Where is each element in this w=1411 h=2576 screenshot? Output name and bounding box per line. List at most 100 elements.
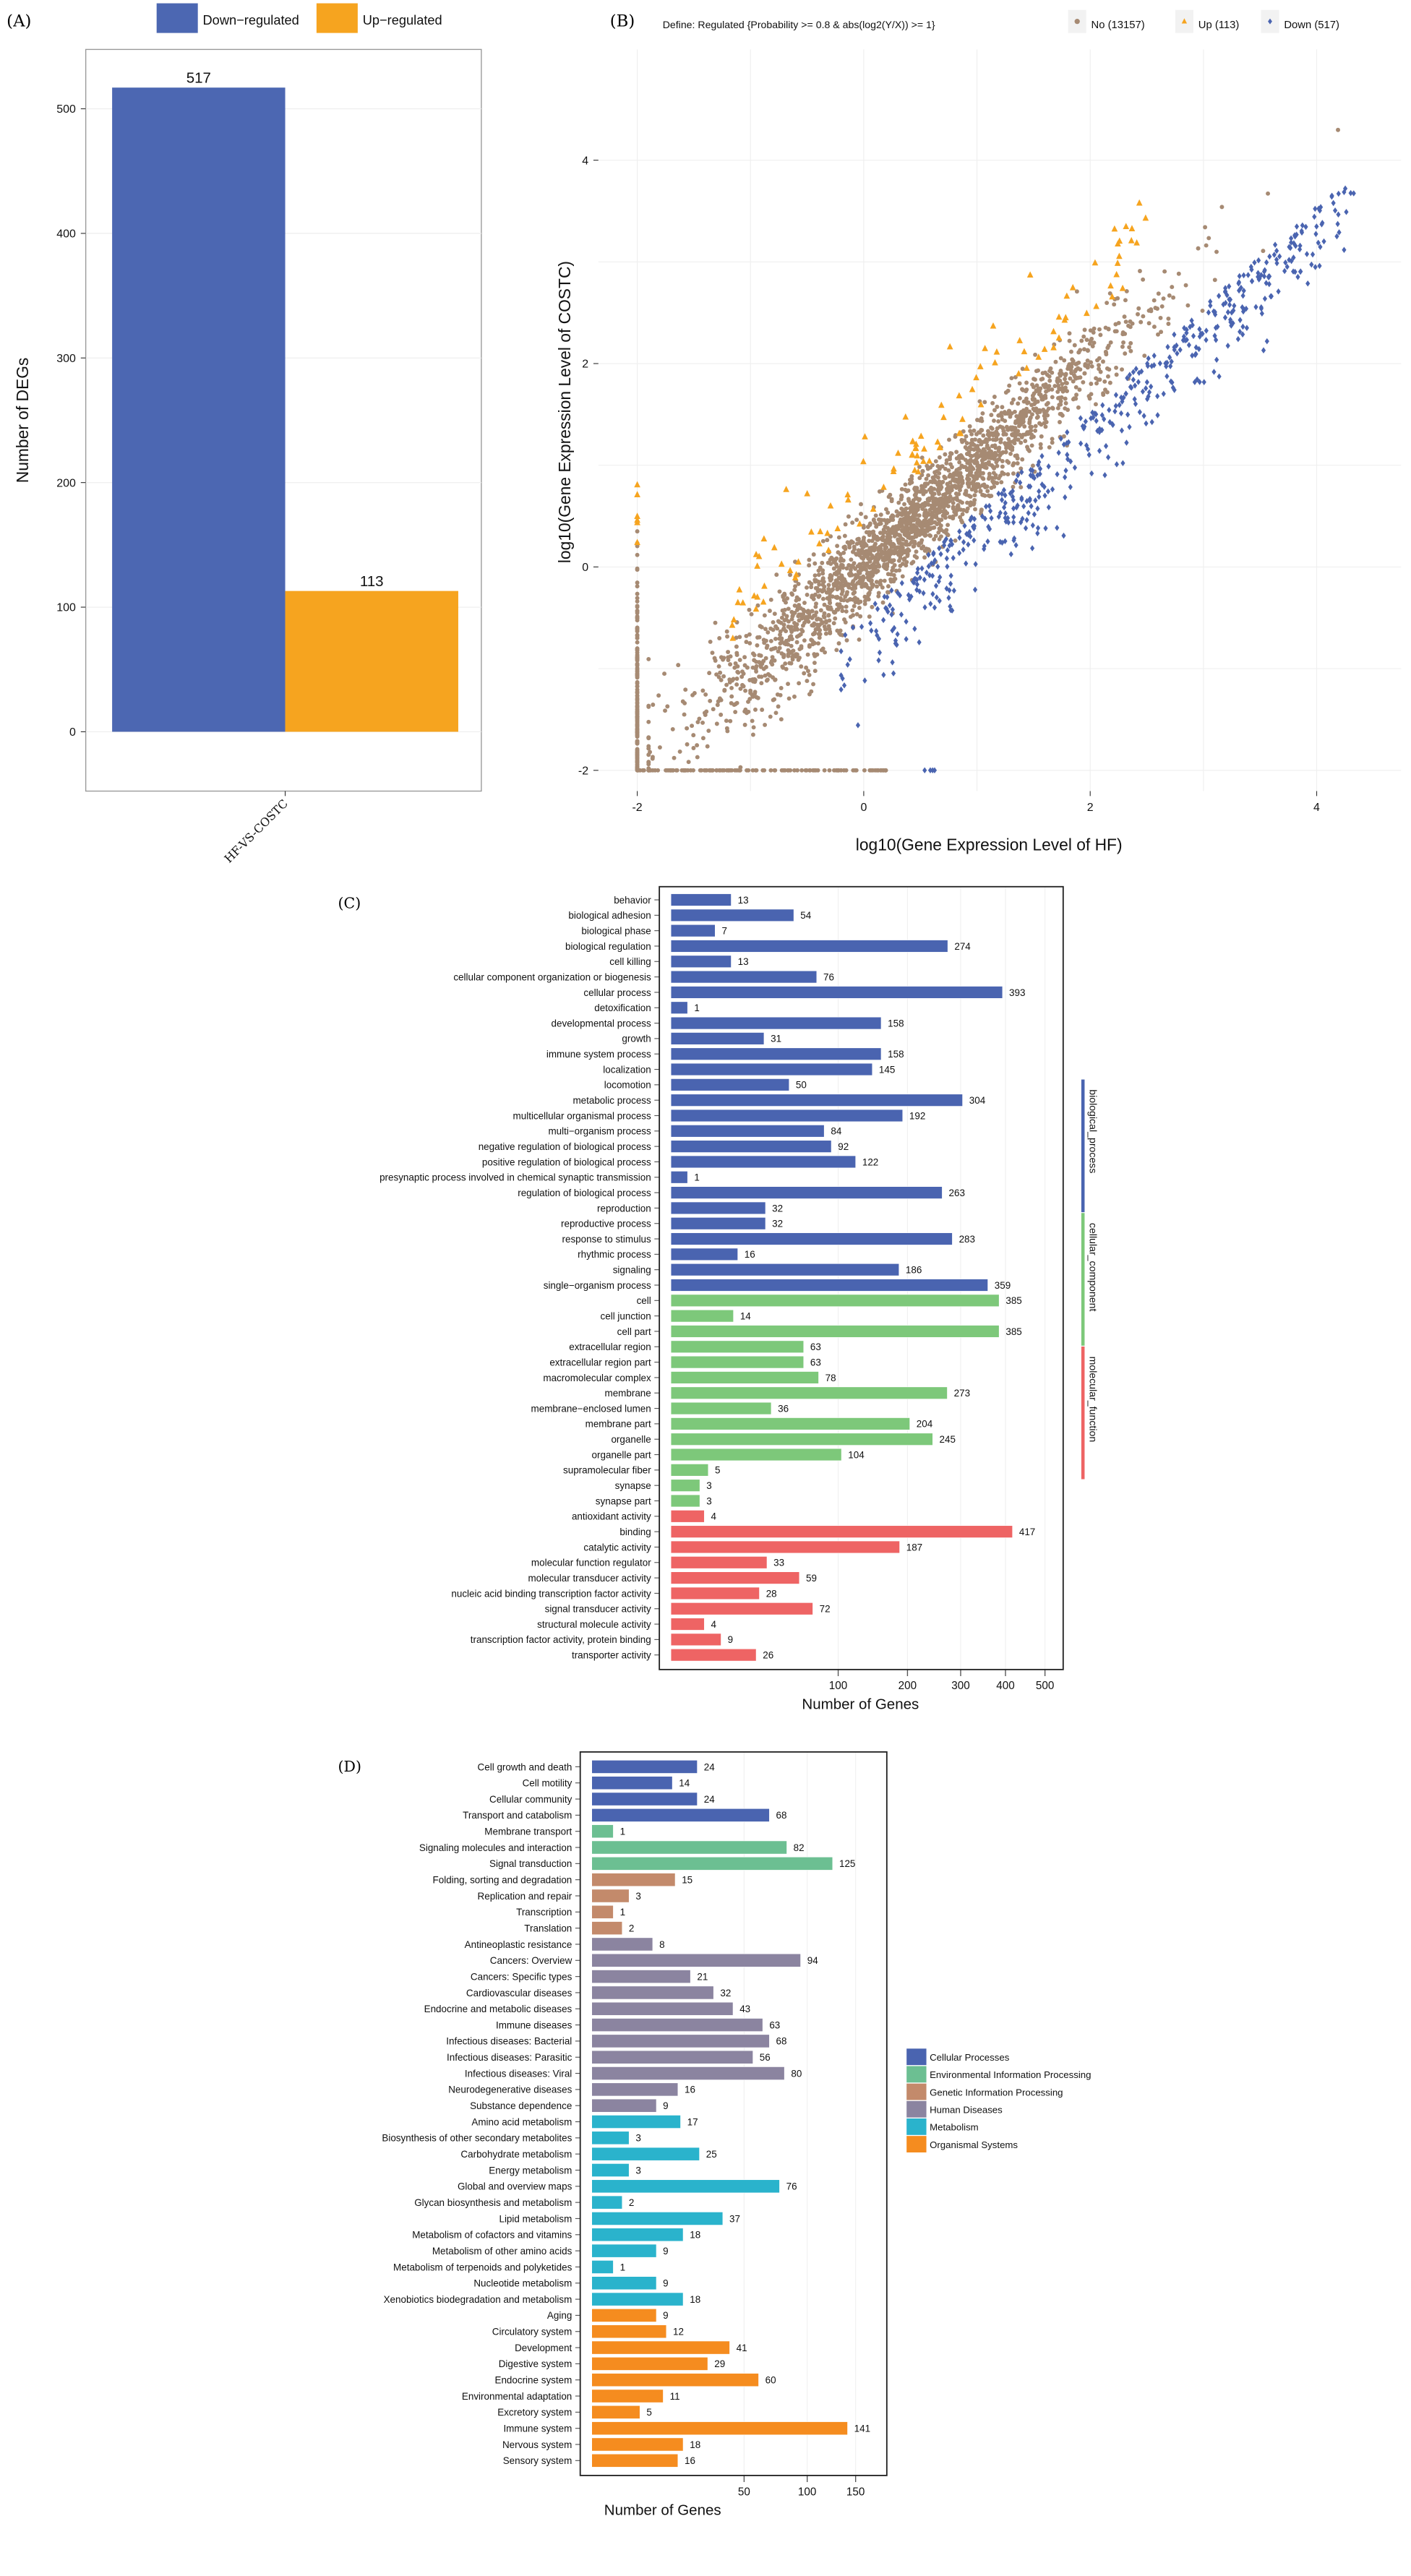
point-no: [844, 583, 849, 588]
point-no: [936, 486, 941, 491]
point-no: [992, 475, 998, 480]
point-down: [1212, 332, 1217, 339]
point-no: [768, 768, 773, 773]
point-no: [906, 532, 912, 537]
point-down: [999, 497, 1005, 503]
legend-label: Down (517): [1284, 20, 1339, 31]
bar-value-label: 145: [879, 1064, 895, 1075]
point-no: [960, 481, 965, 486]
point-no: [734, 635, 739, 640]
plot-border: [659, 885, 1064, 1670]
point-no: [978, 489, 983, 494]
bar-value-label: 517: [186, 69, 211, 86]
point-down: [1037, 465, 1043, 472]
category-label: Cardiovascular diseases: [466, 1988, 572, 1998]
point-no: [889, 558, 894, 563]
point-no: [740, 669, 745, 674]
category-label: Replication and repair: [478, 1891, 572, 1902]
point-no: [862, 554, 866, 559]
bar-value-label: 141: [854, 2423, 870, 2434]
point-no: [851, 564, 856, 570]
bar: [670, 1555, 768, 1569]
point-no: [1028, 415, 1033, 420]
point-no: [807, 644, 812, 649]
point-no: [635, 656, 640, 661]
point-no: [867, 538, 872, 544]
point-no: [872, 768, 878, 773]
category-label: Biosynthesis of other secondary metaboli…: [382, 2133, 572, 2144]
point-up: [914, 468, 922, 475]
point-no: [855, 573, 860, 578]
point-no: [1026, 400, 1031, 405]
point-up: [977, 363, 984, 369]
point-down: [885, 593, 890, 601]
point-down: [1287, 244, 1292, 250]
point-no: [747, 607, 752, 612]
point-no: [1050, 395, 1055, 400]
point-no: [812, 561, 818, 566]
point-down: [899, 580, 904, 586]
point-no: [922, 555, 927, 560]
point-no: [909, 515, 914, 520]
point-no: [816, 572, 821, 578]
point-down: [1110, 421, 1115, 428]
point-no: [710, 768, 715, 773]
point-no: [802, 638, 807, 643]
point-no: [959, 463, 964, 468]
point-no: [861, 575, 866, 580]
point-down: [1120, 460, 1125, 467]
point-no: [1142, 353, 1147, 359]
point-no: [846, 514, 851, 519]
bar-value-label: 4: [711, 1619, 717, 1630]
point-no: [827, 596, 832, 601]
point-down: [1102, 472, 1107, 478]
point-down: [1240, 331, 1245, 338]
bar-value-label: 2: [629, 1923, 634, 1933]
point-no: [635, 750, 640, 755]
point-no: [1063, 372, 1068, 377]
point-no: [972, 428, 977, 433]
point-no: [778, 629, 783, 634]
point-down: [1348, 189, 1353, 197]
point-no: [864, 549, 869, 554]
point-no: [822, 768, 827, 773]
legend-label: Cellular Processes: [930, 2052, 1010, 2063]
point-up: [634, 512, 640, 519]
point-no: [716, 664, 721, 669]
point-down: [1197, 333, 1202, 340]
point-no: [797, 618, 802, 623]
point-no: [928, 512, 933, 517]
point-no: [854, 611, 859, 617]
point-no: [871, 529, 876, 534]
point-no: [852, 590, 857, 595]
point-no: [863, 515, 868, 520]
point-no: [1067, 362, 1072, 367]
point-no: [1039, 434, 1044, 439]
point-no: [780, 664, 785, 669]
point-no: [941, 529, 946, 534]
point-down: [1114, 461, 1120, 468]
point-down: [1037, 488, 1042, 495]
point-down: [1332, 207, 1338, 214]
point-no: [1018, 410, 1024, 415]
point-up: [870, 505, 877, 512]
point-no: [730, 678, 734, 683]
point-no: [1011, 439, 1016, 445]
bar-value-label: 60: [765, 2375, 776, 2386]
point-no: [1166, 322, 1171, 326]
point-no: [963, 491, 967, 497]
point-no: [1057, 386, 1062, 391]
point-no: [977, 430, 981, 435]
point-down: [884, 605, 889, 612]
point-up: [913, 440, 919, 447]
point-no: [736, 670, 741, 675]
bar: [591, 2373, 759, 2387]
point-no: [891, 518, 896, 523]
point-up: [1107, 282, 1114, 289]
point-down: [1149, 383, 1154, 390]
point-up: [993, 348, 1000, 355]
bar: [670, 1587, 760, 1600]
point-no: [883, 530, 888, 534]
point-down: [890, 659, 895, 666]
facet-label: biological_process: [1087, 1089, 1099, 1173]
